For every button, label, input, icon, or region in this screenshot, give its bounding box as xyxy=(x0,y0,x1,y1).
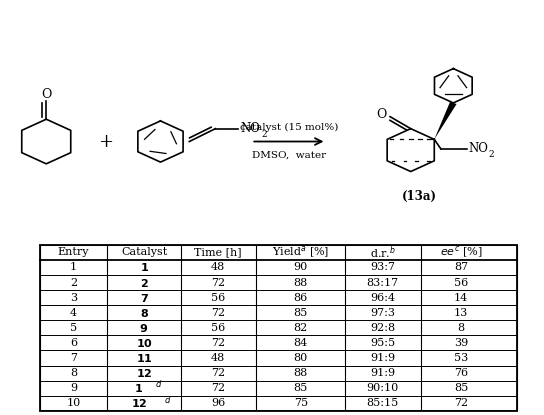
Text: 85: 85 xyxy=(294,308,308,318)
Text: catalyst (15 mol%): catalyst (15 mol%) xyxy=(240,123,338,132)
Text: O: O xyxy=(376,108,387,121)
Text: 3: 3 xyxy=(70,293,77,303)
Text: $\mathbf{10}$: $\mathbf{10}$ xyxy=(135,337,152,349)
Text: ${\it d}$: ${\it d}$ xyxy=(155,378,162,390)
Text: 80: 80 xyxy=(294,353,308,363)
Text: $ee^c$ [%]: $ee^c$ [%] xyxy=(440,244,483,260)
Text: NO: NO xyxy=(240,122,261,135)
Text: 56: 56 xyxy=(211,323,225,333)
Text: 96: 96 xyxy=(211,398,225,408)
Text: 53: 53 xyxy=(454,353,468,363)
Text: 48: 48 xyxy=(211,353,225,363)
Text: 93:7: 93:7 xyxy=(370,262,395,273)
Text: 6: 6 xyxy=(70,338,77,348)
Text: 56: 56 xyxy=(211,293,225,303)
Text: 14: 14 xyxy=(454,293,468,303)
Text: DMSO,  water: DMSO, water xyxy=(252,151,326,160)
Text: 88: 88 xyxy=(294,368,308,378)
Text: 2: 2 xyxy=(70,278,77,288)
Text: 4: 4 xyxy=(70,308,77,318)
Polygon shape xyxy=(434,102,456,139)
Text: Catalyst: Catalyst xyxy=(121,247,167,257)
Text: 72: 72 xyxy=(454,398,468,408)
Text: +: + xyxy=(98,132,114,151)
Text: 86: 86 xyxy=(294,293,308,303)
Text: 85:15: 85:15 xyxy=(367,398,399,408)
Text: 83:17: 83:17 xyxy=(367,278,399,288)
Text: 87: 87 xyxy=(454,262,468,273)
Text: 91:9: 91:9 xyxy=(370,368,395,378)
Text: 8: 8 xyxy=(458,323,465,333)
Text: 7: 7 xyxy=(70,353,77,363)
Text: NO: NO xyxy=(468,142,489,155)
Text: 97:3: 97:3 xyxy=(370,308,395,318)
Text: Entry: Entry xyxy=(58,247,89,257)
Text: 84: 84 xyxy=(294,338,308,348)
Text: 92:8: 92:8 xyxy=(370,323,395,333)
Text: $\mathbf{1}$: $\mathbf{1}$ xyxy=(140,261,149,273)
Text: 76: 76 xyxy=(454,368,468,378)
Text: Yield$^a$ [%]: Yield$^a$ [%] xyxy=(272,244,329,260)
Text: ${\it d}$: ${\it d}$ xyxy=(164,393,172,405)
Text: 96:4: 96:4 xyxy=(370,293,395,303)
Text: 90:10: 90:10 xyxy=(367,383,399,393)
Text: 72: 72 xyxy=(211,278,225,288)
Text: $\mathbf{9}$: $\mathbf{9}$ xyxy=(139,322,149,334)
Text: 10: 10 xyxy=(66,398,81,408)
Text: 13: 13 xyxy=(454,308,468,318)
Text: 5: 5 xyxy=(70,323,77,333)
Text: 8: 8 xyxy=(70,368,77,378)
Text: 95:5: 95:5 xyxy=(370,338,395,348)
Text: 72: 72 xyxy=(211,338,225,348)
Text: 75: 75 xyxy=(294,398,308,408)
Text: 2: 2 xyxy=(489,150,494,159)
Text: $\mathbf{11}$: $\mathbf{11}$ xyxy=(135,352,152,364)
Text: $\mathbf{8}$: $\mathbf{8}$ xyxy=(139,307,149,319)
Text: 72: 72 xyxy=(211,383,225,393)
Text: 91:9: 91:9 xyxy=(370,353,395,363)
Text: (13a): (13a) xyxy=(401,190,436,203)
Text: 72: 72 xyxy=(211,308,225,318)
Text: $\mathbf{1}$: $\mathbf{1}$ xyxy=(134,382,143,394)
Text: 82: 82 xyxy=(294,323,308,333)
Text: 85: 85 xyxy=(294,383,308,393)
Text: 39: 39 xyxy=(454,338,468,348)
Text: $\mathbf{2}$: $\mathbf{2}$ xyxy=(140,276,149,288)
Text: $\mathbf{7}$: $\mathbf{7}$ xyxy=(140,292,149,304)
Text: 90: 90 xyxy=(294,262,308,273)
Text: 56: 56 xyxy=(454,278,468,288)
Text: d.r.$^b$: d.r.$^b$ xyxy=(369,244,396,261)
Text: 1: 1 xyxy=(70,262,77,273)
Text: $\mathbf{12}$: $\mathbf{12}$ xyxy=(131,397,147,409)
Text: $\mathbf{12}$: $\mathbf{12}$ xyxy=(136,367,152,379)
Text: Time [h]: Time [h] xyxy=(194,247,242,257)
Text: 9: 9 xyxy=(70,383,77,393)
Text: 2: 2 xyxy=(261,130,267,139)
Text: 88: 88 xyxy=(294,278,308,288)
Text: 85: 85 xyxy=(454,383,468,393)
Text: O: O xyxy=(41,88,52,101)
Text: 72: 72 xyxy=(211,368,225,378)
Text: 48: 48 xyxy=(211,262,225,273)
